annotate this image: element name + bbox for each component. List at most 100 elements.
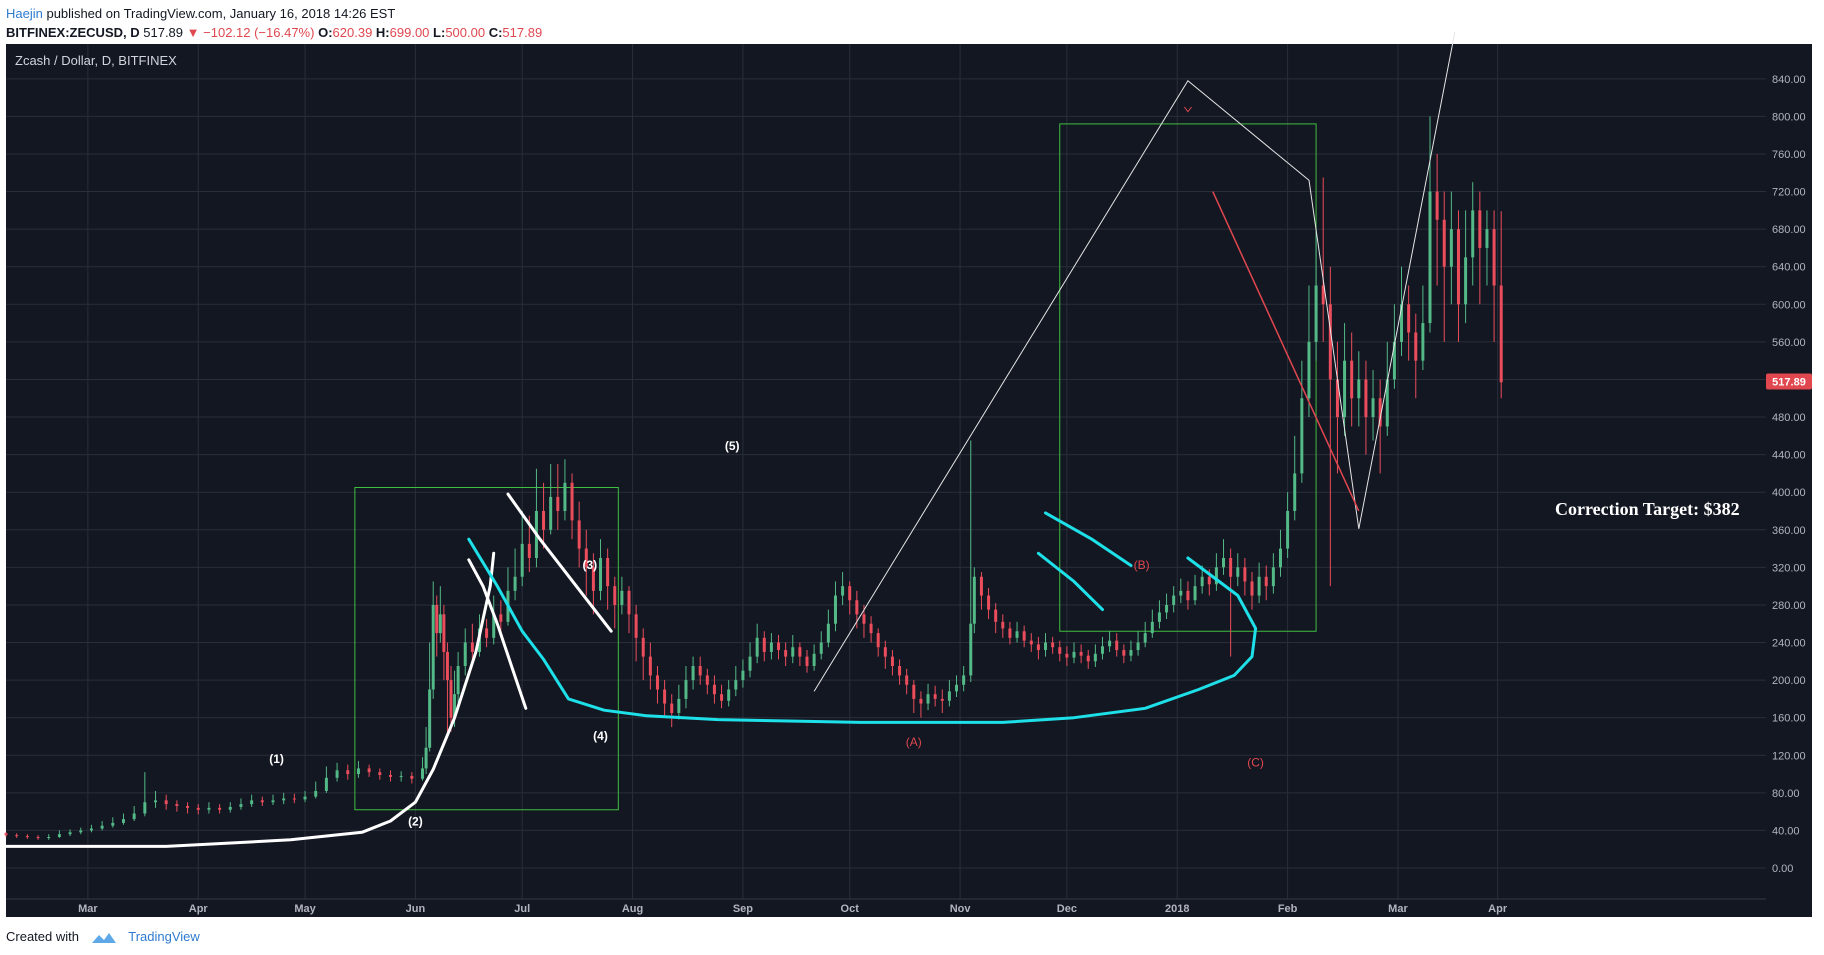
candle-body bbox=[492, 614, 496, 638]
candle-body bbox=[57, 834, 61, 837]
candle-body bbox=[955, 684, 959, 692]
candle-body bbox=[1065, 653, 1069, 658]
wave-labels: (1)(2)(3)(4)(5)(A)(B)(C)(A)(B)(C)12 bbox=[269, 439, 1264, 829]
candle-body bbox=[470, 642, 474, 652]
candle-body bbox=[314, 790, 318, 797]
candle-body bbox=[132, 813, 136, 820]
candle-body bbox=[705, 675, 709, 685]
candle-body bbox=[463, 642, 467, 667]
candle-body bbox=[826, 623, 830, 643]
candle-body bbox=[303, 796, 307, 800]
candle-body bbox=[947, 691, 951, 701]
candle-body bbox=[445, 651, 449, 681]
candle-body bbox=[563, 482, 567, 511]
candle-body bbox=[1229, 557, 1233, 577]
candle-body bbox=[143, 802, 147, 814]
candle-body bbox=[1008, 628, 1012, 638]
candle-body bbox=[883, 647, 887, 657]
time-axis[interactable]: Mar Apr May Jun Jul Aug Sep Oct Nov Dec 2018 Feb Mar… bbox=[78, 903, 1508, 915]
candle-body bbox=[1058, 647, 1062, 654]
candle-body bbox=[969, 623, 973, 676]
open-value: 620.39 bbox=[332, 25, 373, 40]
candle-body bbox=[1072, 651, 1076, 658]
candle-body bbox=[1428, 191, 1432, 324]
candle-body bbox=[1307, 341, 1311, 399]
candle-body bbox=[791, 647, 795, 657]
candle-body bbox=[335, 770, 339, 778]
wave-label: (2) bbox=[408, 815, 423, 829]
candle-body bbox=[1371, 398, 1375, 418]
candle-body bbox=[324, 777, 328, 791]
symbol-label: BITFINEX:ZECUSD, D bbox=[6, 25, 140, 40]
candle-body bbox=[424, 747, 428, 769]
candle-body bbox=[1499, 285, 1503, 383]
candle-body bbox=[1015, 631, 1019, 638]
price-tick-label: 440.00 bbox=[1772, 450, 1806, 462]
candle-body bbox=[438, 614, 442, 634]
low-value: 500.00 bbox=[445, 25, 486, 40]
high-value: 699.00 bbox=[389, 25, 430, 40]
drawing-tools bbox=[4, 31, 1456, 848]
candle-body bbox=[1478, 210, 1482, 248]
green-box-correction bbox=[1059, 123, 1317, 632]
candle-body bbox=[1143, 633, 1147, 643]
candle-body bbox=[641, 637, 645, 657]
price-tick-label: 80.00 bbox=[1772, 788, 1800, 800]
candle-body bbox=[805, 656, 809, 667]
time-tick-label: Mar bbox=[78, 903, 98, 915]
candle-body bbox=[979, 576, 983, 596]
green-box-impulse bbox=[354, 487, 619, 811]
candle-body bbox=[453, 694, 457, 718]
price-tick-label: 320.00 bbox=[1772, 562, 1806, 574]
candle-body bbox=[154, 800, 158, 803]
candle-body bbox=[1492, 229, 1496, 286]
candle-body bbox=[196, 807, 200, 810]
candle-body bbox=[1129, 650, 1133, 656]
candle-body bbox=[1243, 567, 1247, 582]
candle-body bbox=[1093, 653, 1097, 662]
candle-body bbox=[890, 656, 894, 667]
candle-body bbox=[1456, 229, 1460, 305]
candle-body bbox=[428, 689, 432, 748]
red-arrow-head bbox=[1183, 106, 1192, 113]
high-label: H: bbox=[375, 25, 390, 40]
candle-body bbox=[926, 694, 930, 704]
candle-body bbox=[435, 604, 439, 634]
candle-body bbox=[769, 642, 773, 652]
candle-body bbox=[1407, 304, 1411, 333]
candle-body bbox=[855, 600, 859, 615]
candle-body bbox=[987, 595, 991, 610]
elliot-projection-line bbox=[813, 31, 1456, 692]
author-link[interactable]: Haejin bbox=[6, 6, 43, 21]
time-tick-label: Feb bbox=[1278, 903, 1298, 915]
candle-body bbox=[207, 807, 211, 810]
candle-body bbox=[47, 836, 51, 838]
wave-label: (3) bbox=[583, 558, 598, 572]
candle-body bbox=[627, 590, 631, 615]
publish-info: published on TradingView.com, January 16… bbox=[42, 6, 396, 21]
candle-body bbox=[1328, 304, 1332, 380]
time-tick-label: May bbox=[294, 903, 316, 915]
candle-body bbox=[670, 703, 674, 713]
candle-body bbox=[239, 804, 243, 807]
wave-label: (4) bbox=[593, 729, 608, 743]
candle-body bbox=[1257, 576, 1261, 596]
candle-body bbox=[1108, 640, 1112, 647]
candle-body bbox=[634, 614, 638, 638]
tradingview-link[interactable]: TradingView bbox=[128, 929, 200, 944]
candle-body bbox=[1157, 612, 1161, 622]
candle-body bbox=[613, 586, 617, 605]
price-tick-label: 160.00 bbox=[1772, 713, 1806, 725]
candle-body bbox=[1236, 567, 1240, 577]
last-price-label: 517.89 bbox=[1772, 376, 1806, 388]
candle-body bbox=[648, 656, 652, 676]
price-tick-label: 760.00 bbox=[1772, 149, 1806, 161]
candle-body bbox=[1364, 379, 1368, 418]
candle-body bbox=[777, 642, 781, 651]
candle-body bbox=[271, 800, 275, 803]
red-arrow-line bbox=[1212, 191, 1360, 512]
candle-body bbox=[1179, 590, 1183, 596]
candle-body bbox=[499, 614, 503, 622]
candle-body bbox=[1321, 285, 1325, 305]
